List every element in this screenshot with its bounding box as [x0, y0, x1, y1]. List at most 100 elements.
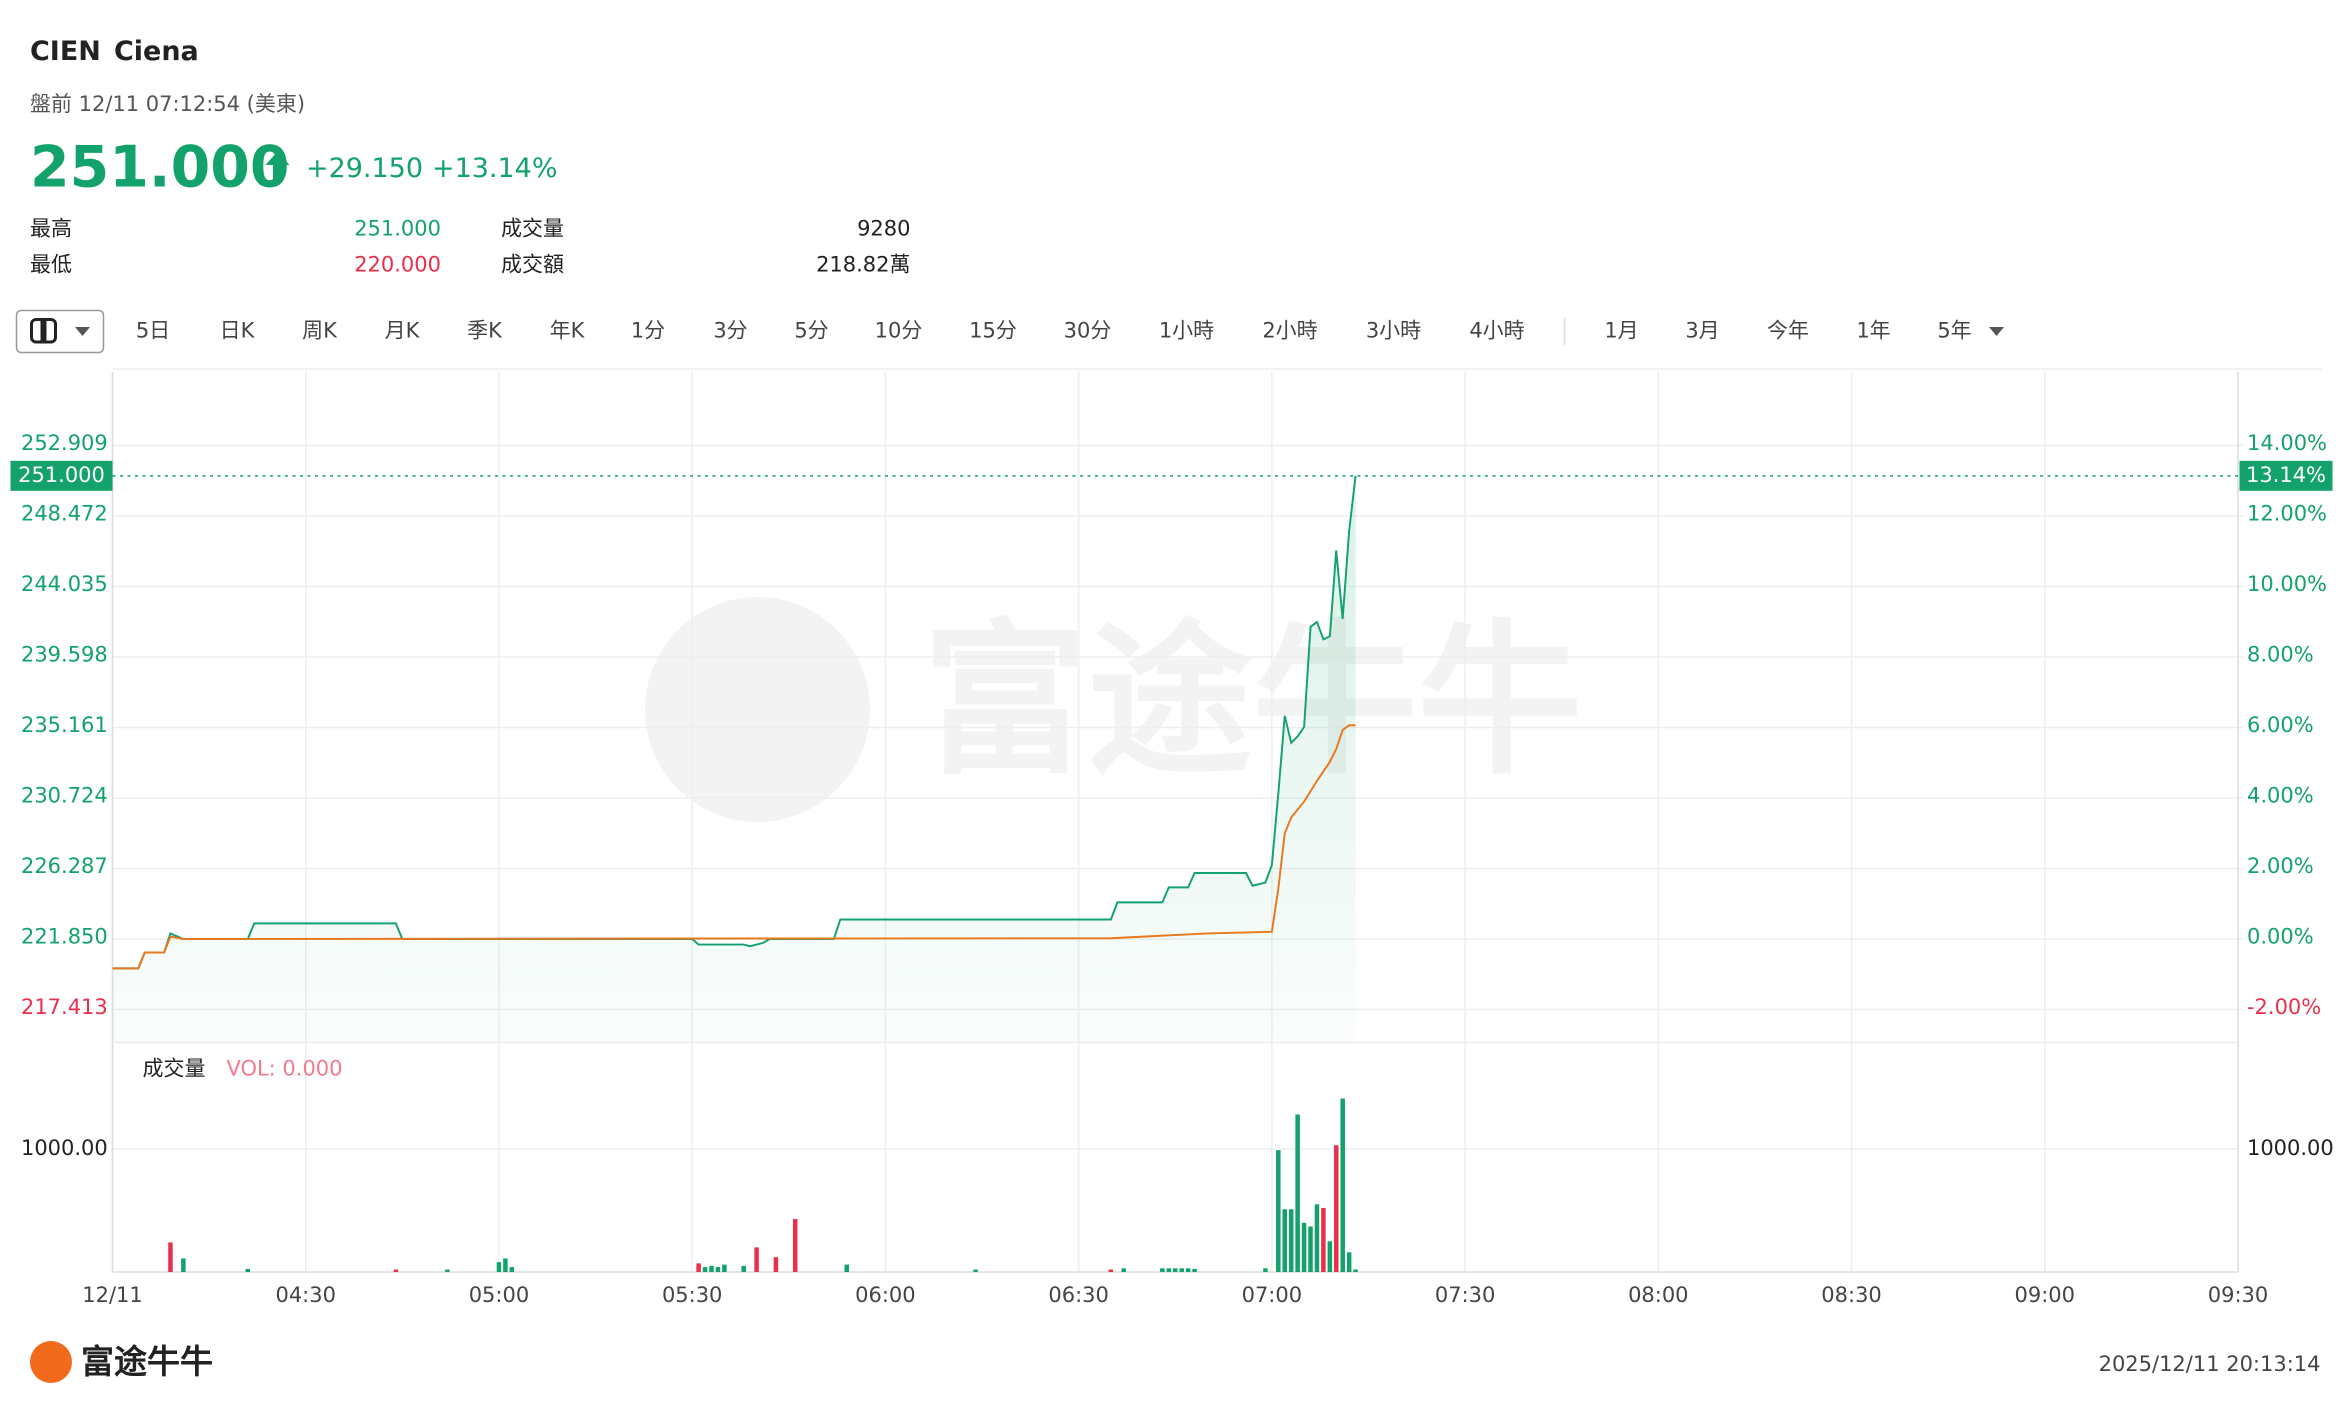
- y2-tick-label: 12.00%: [2247, 501, 2327, 525]
- price: 251.000: [30, 135, 290, 201]
- volume-bar: [722, 1264, 727, 1272]
- volume-bar: [1121, 1268, 1126, 1272]
- y2-tick-label: 0.00%: [2247, 925, 2314, 949]
- tab[interactable]: 周K: [302, 318, 338, 342]
- last-price-box: [10, 460, 113, 491]
- volume-bar: [1321, 1208, 1326, 1272]
- volume-bar: [393, 1269, 399, 1272]
- y2-tick-label: 6.00%: [2247, 713, 2314, 737]
- price-line: [112, 475, 1357, 970]
- volume-bar: [1308, 1226, 1313, 1272]
- y-tick-label: 244.035: [21, 572, 108, 596]
- y2-tick-label: 10.00%: [2247, 572, 2327, 596]
- stat-value: 218.82萬: [816, 252, 910, 276]
- volume-bar: [1327, 1241, 1333, 1272]
- symbol: CIEN: [30, 36, 101, 67]
- watermark-logo: [645, 596, 871, 822]
- tab[interactable]: 10分: [875, 318, 923, 342]
- change: +29.150: [306, 153, 423, 184]
- avg-line: [112, 724, 1356, 970]
- y-tick-label: 252.909: [21, 431, 108, 455]
- volume-bar: [245, 1268, 251, 1272]
- tab[interactable]: 月K: [385, 318, 421, 342]
- vol-tick-label: 1000.00: [21, 1136, 108, 1160]
- tab[interactable]: 5日: [136, 318, 170, 342]
- watermark-group: 富途牛牛: [645, 596, 1583, 822]
- volume-bar: [445, 1269, 450, 1272]
- volume-bar: [168, 1242, 173, 1272]
- volume-bar: [1276, 1150, 1281, 1272]
- vol-tick-label: 1000.00: [2247, 1136, 2334, 1160]
- y-tick-label: 221.850: [21, 924, 108, 948]
- stat-value: 220.000: [354, 252, 441, 276]
- tab[interactable]: 3月: [1685, 318, 1719, 342]
- tab[interactable]: 2小時: [1262, 318, 1317, 342]
- vol-title: 成交量: [143, 1056, 206, 1080]
- y-tick-label: 248.472: [21, 501, 108, 525]
- x-tick-label: 05:30: [662, 1283, 722, 1307]
- volume-bar: [503, 1258, 508, 1272]
- tab[interactable]: 3分: [713, 318, 747, 342]
- tab[interactable]: 1年: [1856, 318, 1890, 342]
- volume-bar: [1346, 1252, 1352, 1272]
- up-arrow: [265, 151, 290, 180]
- tab[interactable]: 年K: [550, 318, 586, 342]
- y2-tick-label: -2.00%: [2247, 995, 2321, 1019]
- x-tick-label: 08:00: [1628, 1283, 1688, 1307]
- tab[interactable]: 30分: [1064, 318, 1112, 342]
- volume-bar: [1353, 1269, 1358, 1272]
- tab[interactable]: 日K: [220, 318, 256, 342]
- volume-bar: [844, 1264, 850, 1272]
- volume-bar: [1314, 1204, 1320, 1272]
- tab[interactable]: 3小時: [1366, 318, 1421, 342]
- footer-logo-icon: [30, 1340, 73, 1383]
- tab[interactable]: 15分: [969, 318, 1017, 342]
- watermark: 富途牛牛: [923, 605, 1583, 797]
- volume-bar: [715, 1267, 721, 1272]
- volume-bar: [792, 1219, 798, 1272]
- tab[interactable]: 1月: [1604, 318, 1638, 342]
- tab[interactable]: 季K: [467, 318, 503, 342]
- volume-bar: [1108, 1269, 1114, 1272]
- toggle-caret: [75, 326, 91, 336]
- volume-bar: [741, 1265, 746, 1272]
- volume-bar: [1192, 1268, 1197, 1272]
- x-tick-label: 08:30: [1821, 1283, 1881, 1307]
- y2-tick-label: 4.00%: [2247, 784, 2314, 808]
- volume-bar: [702, 1267, 708, 1272]
- x-tick-label: 04:30: [275, 1283, 335, 1307]
- volume-bar: [1263, 1268, 1268, 1272]
- x-tick-label: 06:00: [855, 1283, 915, 1307]
- volume-bar: [1340, 1098, 1345, 1272]
- stat-label: 最高: [30, 216, 72, 240]
- session: 盤前 12/11 07:12:54 (美東): [30, 92, 305, 116]
- tab[interactable]: 4小時: [1469, 318, 1524, 342]
- volume-bar: [509, 1267, 515, 1272]
- last-price-label: 251.000: [18, 463, 105, 487]
- volume-bar: [696, 1263, 701, 1272]
- stat-value: 251.000: [354, 216, 441, 240]
- stat-value: 9280: [857, 216, 910, 240]
- volume-bar: [1166, 1268, 1172, 1272]
- footer-timestamp: 2025/12/11 20:13:14: [2099, 1352, 2321, 1376]
- y-tick-label: 235.161: [21, 713, 108, 737]
- tab[interactable]: 5分: [794, 318, 828, 342]
- last-pct-box: [2239, 460, 2333, 491]
- price-area: [112, 475, 1356, 1043]
- y2-tick-label: 8.00%: [2247, 643, 2314, 667]
- tab[interactable]: 1分: [631, 318, 665, 342]
- tab[interactable]: 5年: [1937, 318, 1971, 342]
- tab[interactable]: 1小時: [1159, 318, 1214, 342]
- y-tick-label: 239.598: [21, 642, 108, 666]
- volume-bar: [1179, 1268, 1184, 1272]
- volume-bar: [973, 1269, 978, 1272]
- volume-bar: [1160, 1268, 1165, 1272]
- change-pct: +13.14%: [432, 153, 558, 184]
- y-tick-label: 230.724: [21, 783, 108, 807]
- volume-bar: [181, 1258, 186, 1272]
- tab[interactable]: 今年: [1767, 318, 1809, 342]
- y-tick-label: 226.287: [21, 854, 108, 878]
- layout-toggle[interactable]: [15, 309, 105, 354]
